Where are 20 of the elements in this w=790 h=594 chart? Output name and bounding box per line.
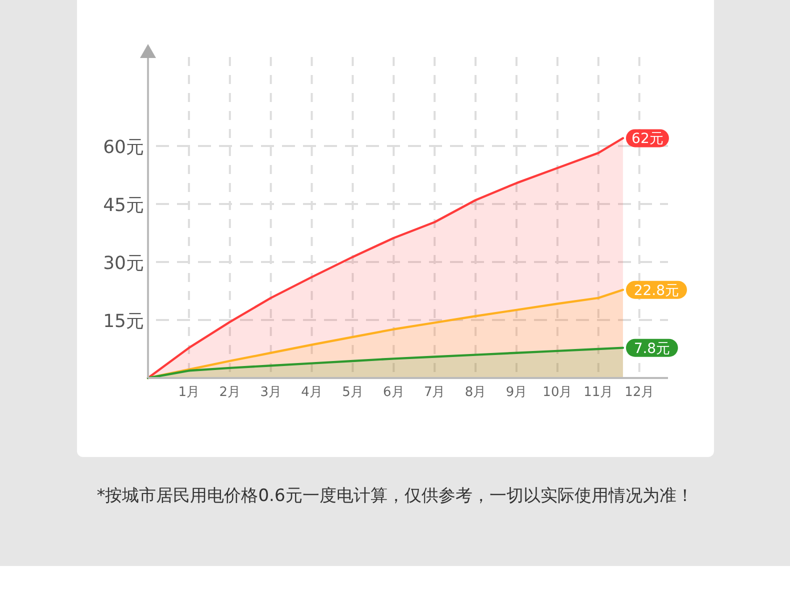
x-tick-label: 5月 (342, 385, 364, 400)
x-tick-label: 2月 (219, 385, 241, 400)
x-tick-label: 9月 (506, 385, 528, 400)
y-tick-label: 15元 (103, 310, 144, 332)
y-tick-label: 30元 (103, 252, 144, 274)
x-tick-label: 10月 (542, 385, 572, 400)
x-tick-label: 4月 (301, 385, 322, 400)
data-label: 62元 (632, 131, 664, 148)
x-tick-label: 6月 (383, 385, 404, 400)
text: *按城市居民用电价格0.6元一度电计算，仅供参考，一切以实际使用情况为准！ (96, 486, 694, 506)
x-tick-label: 12月 (624, 385, 654, 400)
x-tick-label: 7月 (424, 385, 446, 400)
x-tick-label: 3月 (260, 385, 282, 400)
data-label: 7.8元 (634, 340, 670, 357)
x-tick-label: 1月 (178, 385, 200, 400)
data-label: 22.8元 (634, 282, 680, 299)
y-tick-label: 60元 (103, 136, 144, 158)
y-tick-label: 45元 (103, 194, 144, 216)
x-tick-label: 8月 (464, 385, 486, 400)
x-tick-label: 11月 (584, 385, 614, 400)
